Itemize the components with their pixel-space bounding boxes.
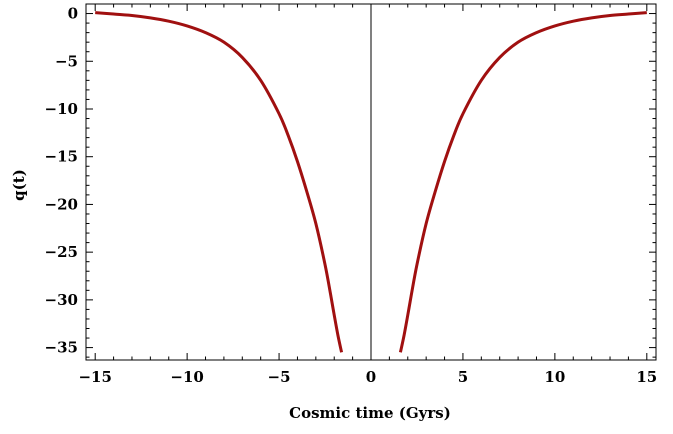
y-axis-title: q(t) (10, 169, 28, 201)
series-line-positive-time (398, 11, 647, 353)
x-axis-title: Cosmic time (Gyrs) (289, 404, 451, 422)
y-tick-label: −30 (45, 291, 78, 309)
y-tick-label: −10 (45, 100, 78, 118)
x-tick-label: −15 (78, 368, 111, 386)
x-tick-label: −10 (170, 368, 203, 386)
x-tick-label: 5 (458, 368, 468, 386)
y-tick-label: −25 (45, 243, 78, 261)
y-tick-label: 0 (68, 5, 78, 23)
x-tick-label: 10 (544, 368, 565, 386)
series-line-negative-time (95, 11, 344, 353)
x-tick-label: −5 (268, 368, 291, 386)
x-tick-label: 15 (636, 368, 657, 386)
y-tick-label: −5 (55, 52, 78, 70)
y-tick-label: −15 (45, 148, 78, 166)
x-tick-label: 0 (366, 368, 376, 386)
y-tick-label: −35 (45, 339, 78, 357)
y-tick-label: −20 (45, 195, 78, 213)
